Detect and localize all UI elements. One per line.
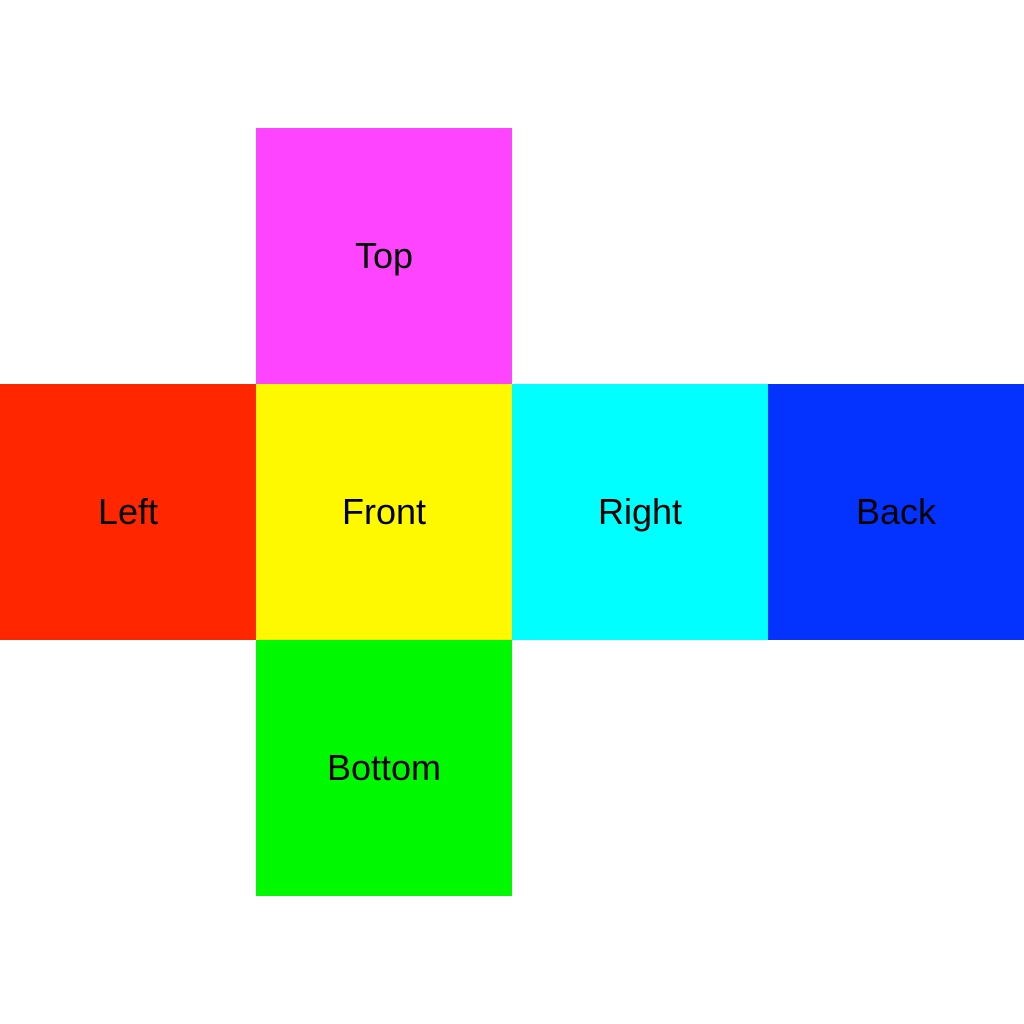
face-top: Top bbox=[256, 128, 512, 384]
face-right-label: Right bbox=[597, 491, 683, 532]
face-bottom: Bottom bbox=[256, 640, 512, 896]
face-right: Right bbox=[512, 384, 768, 640]
face-back-label: Back bbox=[855, 491, 937, 532]
face-left: Left bbox=[0, 384, 256, 640]
face-back: Back bbox=[768, 384, 1024, 640]
face-front: Front bbox=[256, 384, 512, 640]
face-bottom-label: Bottom bbox=[326, 747, 442, 788]
face-front-label: Front bbox=[341, 491, 427, 532]
face-left-label: Left bbox=[97, 491, 159, 532]
face-top-label: Top bbox=[354, 235, 414, 276]
